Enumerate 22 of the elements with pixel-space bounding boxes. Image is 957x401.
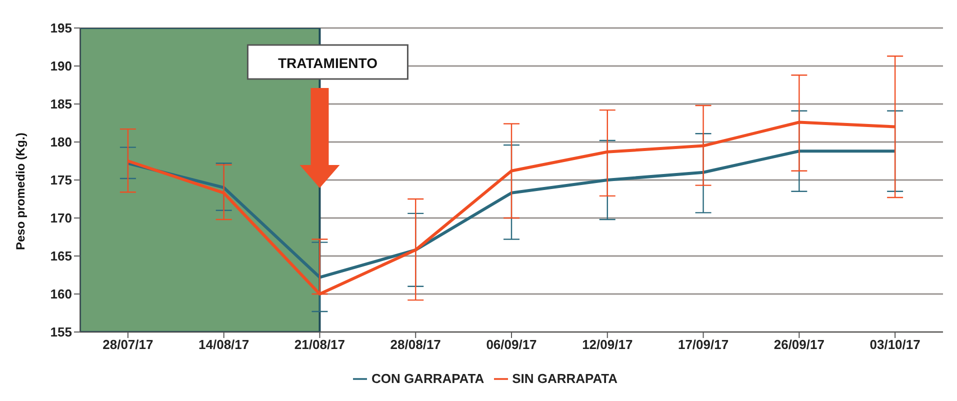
- y-tick-label: 185: [50, 96, 72, 112]
- y-tick-label: 180: [50, 134, 72, 150]
- legend-label: CON GARRAPATA: [371, 371, 484, 386]
- x-tick-label: 17/09/17: [678, 337, 729, 352]
- x-tick-label: 14/08/17: [198, 337, 250, 352]
- y-tick-label: 160: [50, 286, 72, 302]
- x-tick-label: 28/08/17: [390, 337, 441, 352]
- x-tick-label: 03/10/17: [870, 337, 920, 352]
- x-tick-label: 21/08/17: [294, 337, 346, 352]
- legend-label: SIN GARRAPATA: [512, 371, 618, 386]
- annotation: TRATAMIENTO: [278, 55, 378, 71]
- x-tick-label: 12/09/17: [582, 337, 633, 352]
- y-tick-label: 165: [50, 248, 72, 264]
- y-tick-label: 190: [50, 58, 72, 74]
- x-tick-label: 06/09/17: [486, 337, 537, 352]
- y-tick-label: 175: [50, 172, 72, 188]
- y-axis-title: Peso promedio (Kg.): [13, 132, 28, 250]
- x-tick-label: 26/09/17: [774, 337, 824, 352]
- y-tick-label: 170: [50, 210, 72, 226]
- y-tick-label: 195: [50, 20, 72, 36]
- x-tick-label: 28/07/17: [102, 337, 154, 352]
- y-tick-label: 155: [50, 324, 72, 340]
